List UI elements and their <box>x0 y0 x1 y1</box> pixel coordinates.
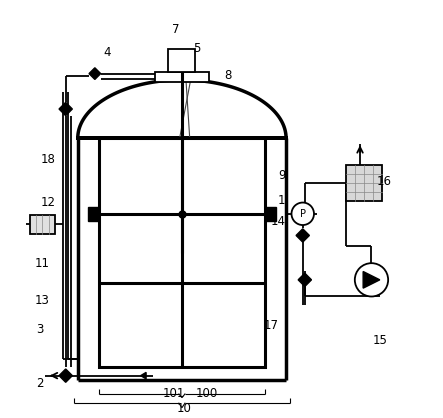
Text: 2: 2 <box>36 377 44 390</box>
Text: 18: 18 <box>41 153 56 166</box>
Text: 14: 14 <box>270 215 285 228</box>
Bar <box>30 215 55 234</box>
Polygon shape <box>265 206 276 221</box>
Bar <box>346 165 382 201</box>
Polygon shape <box>89 68 101 79</box>
Text: 12: 12 <box>41 196 56 209</box>
Text: 101: 101 <box>163 387 185 400</box>
Text: 9: 9 <box>278 169 286 182</box>
Circle shape <box>355 263 388 296</box>
Circle shape <box>291 203 314 225</box>
Text: 4: 4 <box>103 46 111 59</box>
Polygon shape <box>298 273 311 286</box>
Polygon shape <box>141 372 146 379</box>
Polygon shape <box>296 229 309 242</box>
Text: 7: 7 <box>172 23 179 36</box>
Text: 17: 17 <box>264 319 279 332</box>
Text: 16: 16 <box>377 176 392 189</box>
Polygon shape <box>59 369 72 382</box>
Text: 8: 8 <box>224 69 231 82</box>
Text: 100: 100 <box>196 387 218 400</box>
Text: 11: 11 <box>35 257 50 270</box>
Polygon shape <box>59 102 72 116</box>
Bar <box>155 71 209 82</box>
Text: 1: 1 <box>278 194 286 207</box>
Polygon shape <box>88 206 99 221</box>
Polygon shape <box>363 272 380 288</box>
Text: 15: 15 <box>373 334 387 347</box>
Bar <box>99 138 265 367</box>
Text: 3: 3 <box>37 323 44 336</box>
Text: 5: 5 <box>193 42 200 55</box>
Bar <box>168 48 195 71</box>
Text: 13: 13 <box>35 294 50 307</box>
Polygon shape <box>78 80 286 138</box>
Text: P: P <box>300 209 306 219</box>
Text: 10: 10 <box>177 402 191 415</box>
